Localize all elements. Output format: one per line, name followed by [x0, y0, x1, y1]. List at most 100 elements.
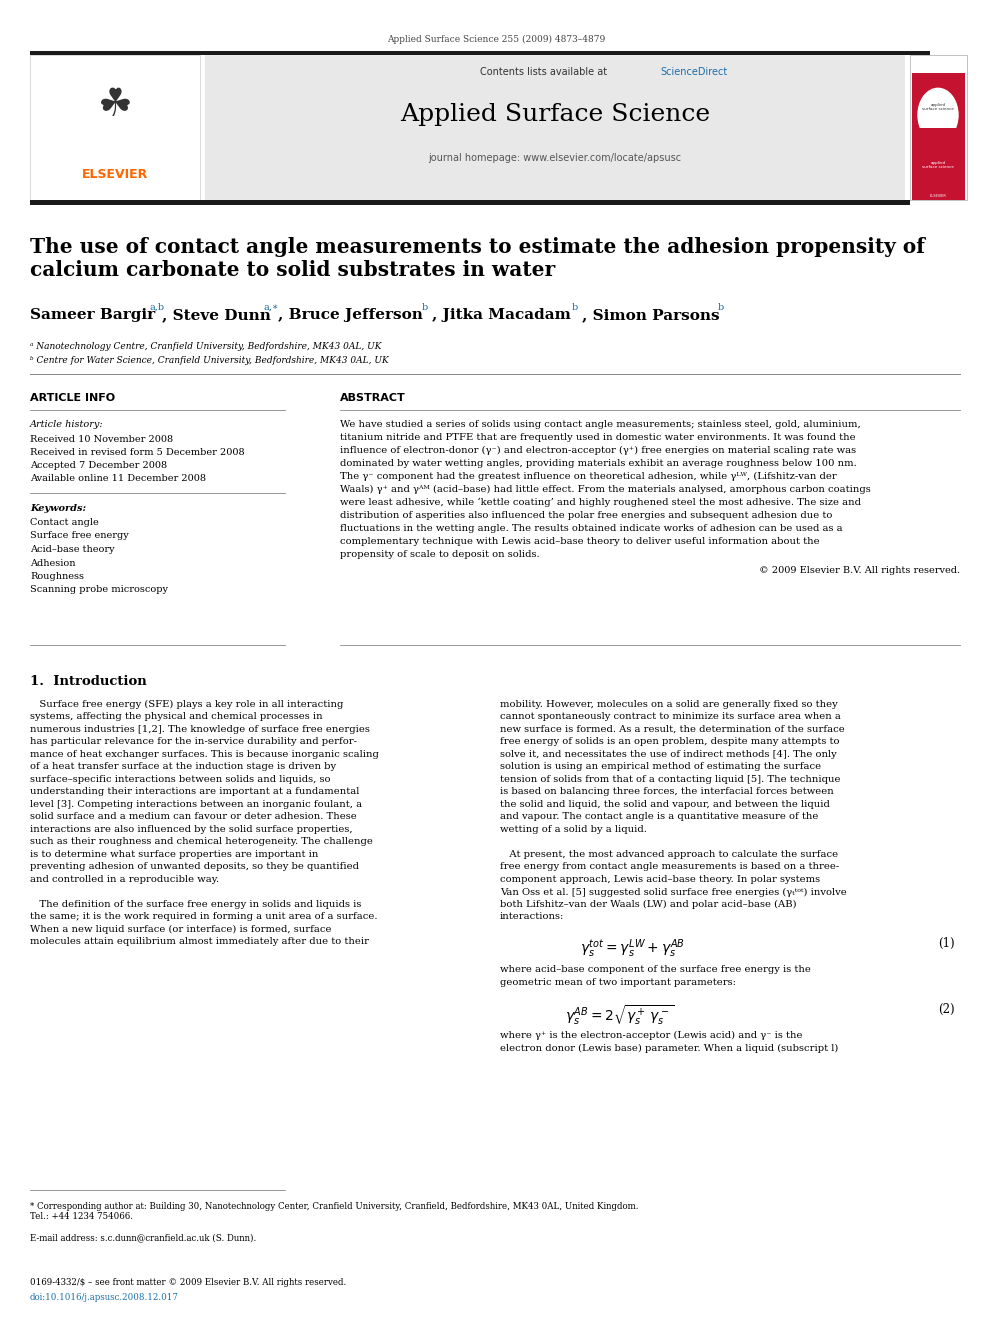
Text: the solid and liquid, the solid and vapour, and between the liquid: the solid and liquid, the solid and vapo…	[500, 800, 830, 808]
Text: $\gamma_s^{AB} = 2\sqrt{\gamma_s^+\,\gamma_s^-}$: $\gamma_s^{AB} = 2\sqrt{\gamma_s^+\,\gam…	[565, 1003, 675, 1027]
Text: Scanning probe microscopy: Scanning probe microscopy	[30, 586, 168, 594]
Text: applied
surface science: applied surface science	[922, 160, 954, 169]
Text: cannot spontaneously contract to minimize its surface area when a: cannot spontaneously contract to minimiz…	[500, 713, 841, 721]
Text: 0169-4332/$ – see front matter © 2009 Elsevier B.V. All rights reserved.: 0169-4332/$ – see front matter © 2009 El…	[30, 1278, 346, 1287]
Text: new surface is formed. As a result, the determination of the surface: new surface is formed. As a result, the …	[500, 725, 845, 734]
Text: applied
surface science: applied surface science	[922, 103, 954, 111]
Text: ᵇ Centre for Water Science, Cranfield University, Bedfordshire, MK43 0AL, UK: ᵇ Centre for Water Science, Cranfield Un…	[30, 356, 389, 365]
Text: both Lifshitz–van der Waals (LW) and polar acid–base (AB): both Lifshitz–van der Waals (LW) and pol…	[500, 900, 797, 909]
Text: systems, affecting the physical and chemical processes in: systems, affecting the physical and chem…	[30, 713, 322, 721]
Text: where γ⁺ is the electron-acceptor (Lewis acid) and γ⁻ is the: where γ⁺ is the electron-acceptor (Lewis…	[500, 1031, 803, 1040]
Circle shape	[918, 89, 958, 142]
Text: $\gamma_s^{tot} = \gamma_s^{LW} + \gamma_s^{AB}$: $\gamma_s^{tot} = \gamma_s^{LW} + \gamma…	[580, 937, 684, 959]
Text: Van Oss et al. [5] suggested solid surface free energies (γₜᵗᵒᵗ) involve: Van Oss et al. [5] suggested solid surfa…	[500, 888, 847, 897]
Text: geometric mean of two important parameters:: geometric mean of two important paramete…	[500, 978, 736, 987]
Text: influence of electron-donor (γ⁻) and electron-acceptor (γ⁺) free energies on mat: influence of electron-donor (γ⁻) and ele…	[340, 446, 856, 455]
Text: Accepted 7 December 2008: Accepted 7 December 2008	[30, 460, 167, 470]
Text: component approach, Lewis acid–base theory. In polar systems: component approach, Lewis acid–base theo…	[500, 875, 820, 884]
Bar	[30, 200, 910, 205]
Text: b: b	[718, 303, 724, 312]
Bar	[30, 52, 930, 56]
Text: doi:10.1016/j.apsusc.2008.12.017: doi:10.1016/j.apsusc.2008.12.017	[30, 1293, 179, 1302]
Text: propensity of scale to deposit on solids.: propensity of scale to deposit on solids…	[340, 550, 540, 560]
Text: interactions:: interactions:	[500, 913, 564, 922]
Text: Applied Surface Science: Applied Surface Science	[400, 103, 710, 127]
Text: ELSEVIER: ELSEVIER	[82, 168, 148, 181]
Text: ScienceDirect: ScienceDirect	[660, 67, 727, 77]
Text: is to determine what surface properties are important in: is to determine what surface properties …	[30, 849, 318, 859]
Text: such as their roughness and chemical heterogeneity. The challenge: such as their roughness and chemical het…	[30, 837, 373, 847]
Text: E-mail address: s.c.dunn@cranfield.ac.uk (S. Dunn).: E-mail address: s.c.dunn@cranfield.ac.uk…	[30, 1233, 256, 1242]
Text: b: b	[572, 303, 578, 312]
Text: The γ⁻ component had the greatest influence on theoretical adhesion, while γᴸᵂ, : The γ⁻ component had the greatest influe…	[340, 472, 836, 482]
Text: © 2009 Elsevier B.V. All rights reserved.: © 2009 Elsevier B.V. All rights reserved…	[759, 566, 960, 576]
Text: titanium nitride and PTFE that are frequently used in domestic water environment: titanium nitride and PTFE that are frequ…	[340, 433, 856, 442]
Text: Waals) γ⁺ and γᴬᴹ (acid–base) had little effect. From the materials analysed, am: Waals) γ⁺ and γᴬᴹ (acid–base) had little…	[340, 486, 871, 493]
Text: of a heat transfer surface at the induction stage is driven by: of a heat transfer surface at the induct…	[30, 762, 336, 771]
Text: and vapour. The contact angle is a quantitative measure of the: and vapour. The contact angle is a quant…	[500, 812, 818, 822]
Text: free energy from contact angle measurements is based on a three-: free energy from contact angle measureme…	[500, 863, 839, 872]
Text: * Corresponding author at: Building 30, Nanotechnology Center, Cranfield Univers: * Corresponding author at: Building 30, …	[30, 1203, 639, 1221]
Bar	[910, 56, 967, 200]
Text: electron donor (Lewis base) parameter. When a liquid (subscript l): electron donor (Lewis base) parameter. W…	[500, 1044, 838, 1053]
Text: complementary technique with Lewis acid–base theory to deliver useful informatio: complementary technique with Lewis acid–…	[340, 537, 819, 546]
Text: wetting of a solid by a liquid.: wetting of a solid by a liquid.	[500, 826, 647, 833]
Text: is based on balancing three forces, the interfacial forces between: is based on balancing three forces, the …	[500, 787, 833, 796]
Text: Received 10 November 2008: Received 10 November 2008	[30, 435, 174, 445]
Text: Surface free energy: Surface free energy	[30, 532, 129, 541]
Bar	[912, 56, 965, 128]
Text: free energy of solids is an open problem, despite many attempts to: free energy of solids is an open problem…	[500, 737, 839, 746]
Text: Article history:: Article history:	[30, 419, 103, 429]
Text: ☘: ☘	[97, 86, 133, 124]
Text: ARTICLE INFO: ARTICLE INFO	[30, 393, 115, 404]
Text: a,b: a,b	[150, 303, 165, 312]
Text: distribution of asperities also influenced the polar free energies and subsequen: distribution of asperities also influenc…	[340, 511, 832, 520]
Text: Surface free energy (SFE) plays a key role in all interacting: Surface free energy (SFE) plays a key ro…	[30, 700, 343, 709]
Text: journal homepage: www.elsevier.com/locate/apsusc: journal homepage: www.elsevier.com/locat…	[429, 153, 682, 163]
Text: a,∗: a,∗	[264, 303, 280, 312]
Text: Contact angle: Contact angle	[30, 519, 99, 527]
Text: the same; it is the work required in forming a unit area of a surface.: the same; it is the work required in for…	[30, 913, 378, 922]
Text: Sameer Bargir: Sameer Bargir	[30, 308, 155, 321]
Text: tension of solids from that of a contacting liquid [5]. The technique: tension of solids from that of a contact…	[500, 775, 840, 785]
Text: has particular relevance for the in-service durability and perfor-: has particular relevance for the in-serv…	[30, 737, 357, 746]
Text: level [3]. Competing interactions between an inorganic foulant, a: level [3]. Competing interactions betwee…	[30, 800, 362, 808]
Text: Applied Surface Science 255 (2009) 4873–4879: Applied Surface Science 255 (2009) 4873–…	[387, 34, 605, 44]
Bar	[912, 128, 965, 200]
Text: Available online 11 December 2008: Available online 11 December 2008	[30, 474, 206, 483]
Text: ᵃ Nanotechnology Centre, Cranfield University, Bedfordshire, MK43 0AL, UK: ᵃ Nanotechnology Centre, Cranfield Unive…	[30, 343, 382, 351]
Text: interactions are also influenced by the solid surface properties,: interactions are also influenced by the …	[30, 826, 352, 833]
Bar	[30, 56, 200, 200]
Text: dominated by water wetting angles, providing materials exhibit an average roughn: dominated by water wetting angles, provi…	[340, 459, 857, 468]
Text: solid surface and a medium can favour or deter adhesion. These: solid surface and a medium can favour or…	[30, 812, 357, 822]
Text: Adhesion: Adhesion	[30, 558, 75, 568]
Text: Roughness: Roughness	[30, 572, 84, 581]
Text: fluctuations in the wetting angle. The results obtained indicate works of adhesi: fluctuations in the wetting angle. The r…	[340, 524, 842, 533]
Text: ABSTRACT: ABSTRACT	[340, 393, 406, 404]
Text: b: b	[422, 303, 429, 312]
Bar	[912, 73, 965, 128]
Text: Received in revised form 5 December 2008: Received in revised form 5 December 2008	[30, 448, 245, 456]
Text: mance of heat exchanger surfaces. This is because inorganic scaling: mance of heat exchanger surfaces. This i…	[30, 750, 379, 759]
Text: , Jitka Macadam: , Jitka Macadam	[432, 308, 570, 321]
Text: Acid–base theory: Acid–base theory	[30, 545, 115, 554]
Text: When a new liquid surface (or interface) is formed, surface: When a new liquid surface (or interface)…	[30, 925, 331, 934]
Text: , Simon Parsons: , Simon Parsons	[582, 308, 719, 321]
Text: (1): (1)	[938, 937, 955, 950]
Text: surface–specific interactions between solids and liquids, so: surface–specific interactions between so…	[30, 775, 330, 785]
Text: preventing adhesion of unwanted deposits, so they be quantified: preventing adhesion of unwanted deposits…	[30, 863, 359, 872]
Text: mobility. However, molecules on a solid are generally fixed so they: mobility. However, molecules on a solid …	[500, 700, 838, 709]
Text: , Bruce Jefferson: , Bruce Jefferson	[278, 308, 423, 321]
Text: and controlled in a reproducible way.: and controlled in a reproducible way.	[30, 875, 219, 884]
Text: numerous industries [1,2]. The knowledge of surface free energies: numerous industries [1,2]. The knowledge…	[30, 725, 370, 734]
Text: The definition of the surface free energy in solids and liquids is: The definition of the surface free energ…	[30, 900, 361, 909]
Text: where acid–base component of the surface free energy is the: where acid–base component of the surface…	[500, 964, 810, 974]
Text: 1.  Introduction: 1. Introduction	[30, 675, 147, 688]
Bar	[205, 56, 905, 200]
Text: solve it, and necessitates the use of indirect methods [4]. The only: solve it, and necessitates the use of in…	[500, 750, 836, 759]
Text: At present, the most advanced approach to calculate the surface: At present, the most advanced approach t…	[500, 849, 838, 859]
Text: We have studied a series of solids using contact angle measurements; stainless s: We have studied a series of solids using…	[340, 419, 861, 429]
Text: (2): (2)	[938, 1003, 955, 1016]
Text: were least adhesive, while ‘kettle coating’ and highly roughened steel the most : were least adhesive, while ‘kettle coati…	[340, 497, 861, 507]
Text: , Steve Dunn: , Steve Dunn	[162, 308, 271, 321]
